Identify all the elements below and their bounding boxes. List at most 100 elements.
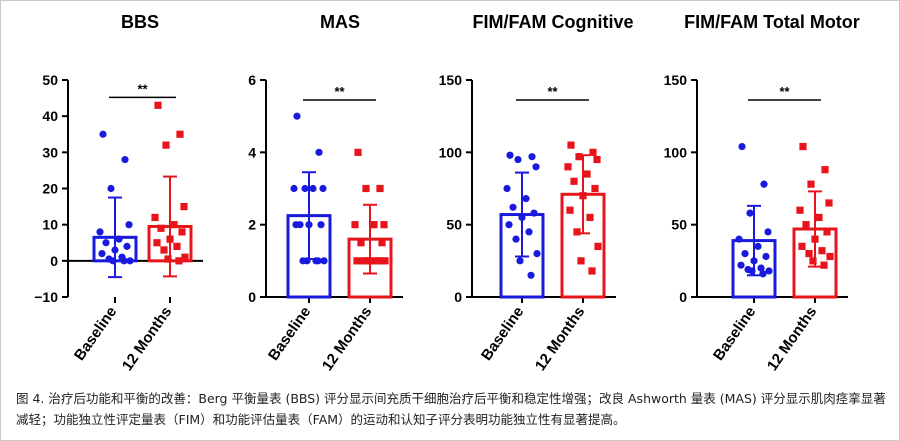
data-point-12-months xyxy=(170,221,178,229)
x-category-label: 12 Months xyxy=(764,304,820,375)
figure-caption: 图 4. 治疗后功能和平衡的改善：Berg 平衡量表 (BBS) 评分显示间充质… xyxy=(16,391,886,427)
y-tick-label: 40 xyxy=(42,108,58,124)
data-point-12-months xyxy=(820,261,828,269)
data-point-12-months xyxy=(798,242,806,250)
x-category-label: Baseline xyxy=(71,304,120,364)
data-point-12-months xyxy=(573,228,581,236)
data-point-baseline xyxy=(516,257,524,265)
chart-title: BBS xyxy=(121,12,159,32)
data-point-12-months xyxy=(370,221,378,229)
data-point-12-months xyxy=(811,235,819,243)
chart-2: FIM/FAM Cognitive 0 50 100 150 ** Baseline 12 M… xyxy=(439,12,634,374)
data-point-baseline xyxy=(115,235,123,243)
y-tick-label: −10 xyxy=(34,289,58,305)
data-point-12-months xyxy=(357,239,365,247)
data-point-baseline xyxy=(735,235,743,243)
data-point-12-months xyxy=(821,166,829,174)
data-point-baseline xyxy=(123,242,131,250)
data-point-12-months xyxy=(567,141,575,149)
data-point-baseline xyxy=(315,148,323,156)
data-point-baseline xyxy=(746,209,754,217)
data-point-baseline xyxy=(738,142,746,151)
data-point-12-months xyxy=(354,148,362,156)
y-tick-label: 150 xyxy=(439,72,463,88)
data-point-baseline xyxy=(98,250,106,258)
data-point-baseline xyxy=(319,184,327,193)
data-point-12-months xyxy=(376,184,384,193)
data-point-baseline xyxy=(759,270,767,278)
data-point-12-months xyxy=(799,142,807,151)
data-point-baseline xyxy=(764,228,772,236)
y-tick-label: 10 xyxy=(42,217,58,233)
data-point-12-months xyxy=(805,250,813,258)
data-point-12-months xyxy=(160,246,168,254)
y-tick-label: 50 xyxy=(42,72,58,88)
data-point-baseline xyxy=(527,271,535,279)
data-point-baseline xyxy=(514,155,522,164)
data-point-12-months xyxy=(579,192,587,200)
data-point-baseline xyxy=(748,267,756,275)
data-point-12-months xyxy=(570,177,578,185)
data-point-baseline xyxy=(518,213,526,222)
data-point-12-months xyxy=(815,213,823,222)
chart-1: MAS 0 2 4 6 ** Baseline 12 Months xyxy=(248,12,403,374)
data-point-12-months xyxy=(364,257,372,265)
x-category-label: Baseline xyxy=(478,304,527,364)
significance-label: ** xyxy=(779,84,790,99)
data-point-baseline xyxy=(309,184,317,193)
data-point-12-months xyxy=(180,202,188,211)
data-point-12-months xyxy=(381,257,389,265)
data-point-12-months xyxy=(360,257,368,265)
data-point-12-months xyxy=(826,252,834,261)
data-point-baseline xyxy=(506,151,514,159)
y-tick-label: 0 xyxy=(679,289,687,305)
data-point-baseline xyxy=(109,257,117,265)
data-point-baseline xyxy=(125,221,133,229)
data-point-baseline xyxy=(509,203,517,211)
data-point-12-months xyxy=(577,257,585,265)
data-point-12-months xyxy=(162,141,170,149)
data-point-baseline xyxy=(292,221,300,229)
x-category-label: Baseline xyxy=(710,304,759,364)
data-point-12-months xyxy=(375,257,383,265)
y-tick-label: 100 xyxy=(439,144,463,160)
data-point-baseline xyxy=(762,252,770,261)
data-point-baseline xyxy=(737,261,745,269)
data-point-12-months xyxy=(564,163,572,171)
data-point-12-months xyxy=(378,239,386,247)
data-point-12-months xyxy=(588,267,596,275)
data-point-12-months xyxy=(157,224,165,232)
data-point-12-months xyxy=(351,221,359,229)
data-point-12-months xyxy=(153,239,161,247)
y-tick-label: 50 xyxy=(671,217,687,233)
data-point-12-months xyxy=(566,206,574,214)
significance-label: ** xyxy=(137,81,148,96)
data-point-12-months xyxy=(809,257,817,265)
data-point-baseline xyxy=(741,250,749,258)
data-point-12-months xyxy=(362,184,370,193)
data-point-baseline xyxy=(760,180,768,188)
data-point-12-months xyxy=(802,221,810,229)
data-point-baseline xyxy=(293,112,301,120)
data-point-12-months xyxy=(593,155,601,164)
data-point-12-months xyxy=(181,253,189,261)
chart-title: FIM/FAM Total Motor xyxy=(684,12,860,32)
data-point-12-months xyxy=(825,199,833,207)
data-point-baseline xyxy=(754,242,762,250)
data-point-baseline xyxy=(303,257,311,265)
data-point-baseline xyxy=(512,235,520,243)
significance-label: ** xyxy=(547,84,558,99)
x-category-label: 12 Months xyxy=(319,304,375,375)
y-tick-label: 4 xyxy=(248,144,256,160)
data-point-12-months xyxy=(586,213,594,222)
x-category-label: 12 Months xyxy=(119,304,175,375)
x-category-label: 12 Months xyxy=(532,304,588,375)
data-point-12-months xyxy=(823,228,831,236)
data-point-12-months xyxy=(589,148,597,156)
y-tick-label: 30 xyxy=(42,144,58,160)
data-point-baseline xyxy=(120,257,128,265)
data-point-baseline xyxy=(290,184,298,193)
data-point-baseline xyxy=(111,246,119,254)
